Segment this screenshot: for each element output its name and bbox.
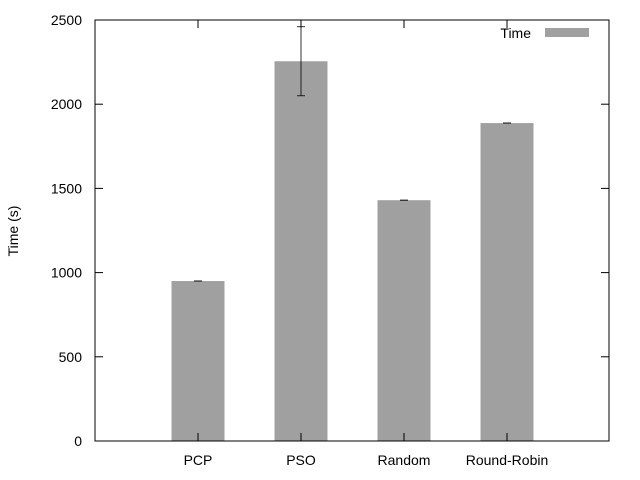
x-tick-label: PCP: [184, 452, 213, 468]
x-tick-label: Round-Robin: [466, 452, 549, 468]
legend: Time: [500, 25, 589, 41]
x-tick-label: Random: [378, 452, 431, 468]
bar: [274, 61, 328, 442]
error-bars-group: [194, 26, 511, 282]
y-axis-label: Time (s): [5, 206, 21, 257]
legend-swatch: [545, 28, 589, 37]
bar: [171, 281, 225, 441]
y-tick-label: 0: [74, 433, 82, 449]
x-tick-label: PSO: [286, 452, 316, 468]
x-axis: PCP PSO Random Round-Robin: [184, 20, 549, 468]
legend-label: Time: [500, 25, 531, 41]
plot-frame: [94, 19, 610, 442]
y-tick-label: 2000: [51, 96, 82, 112]
bar: [480, 123, 534, 442]
y-tick-label: 500: [59, 349, 83, 365]
y-tick-label: 1000: [51, 265, 82, 281]
bar: [377, 200, 431, 441]
y-tick-label: 1500: [51, 180, 82, 196]
y-tick-label: 2500: [51, 12, 82, 28]
bars-group: [171, 61, 534, 442]
y-axis: 0 500 1000 1500 2000 2500: [51, 12, 609, 449]
